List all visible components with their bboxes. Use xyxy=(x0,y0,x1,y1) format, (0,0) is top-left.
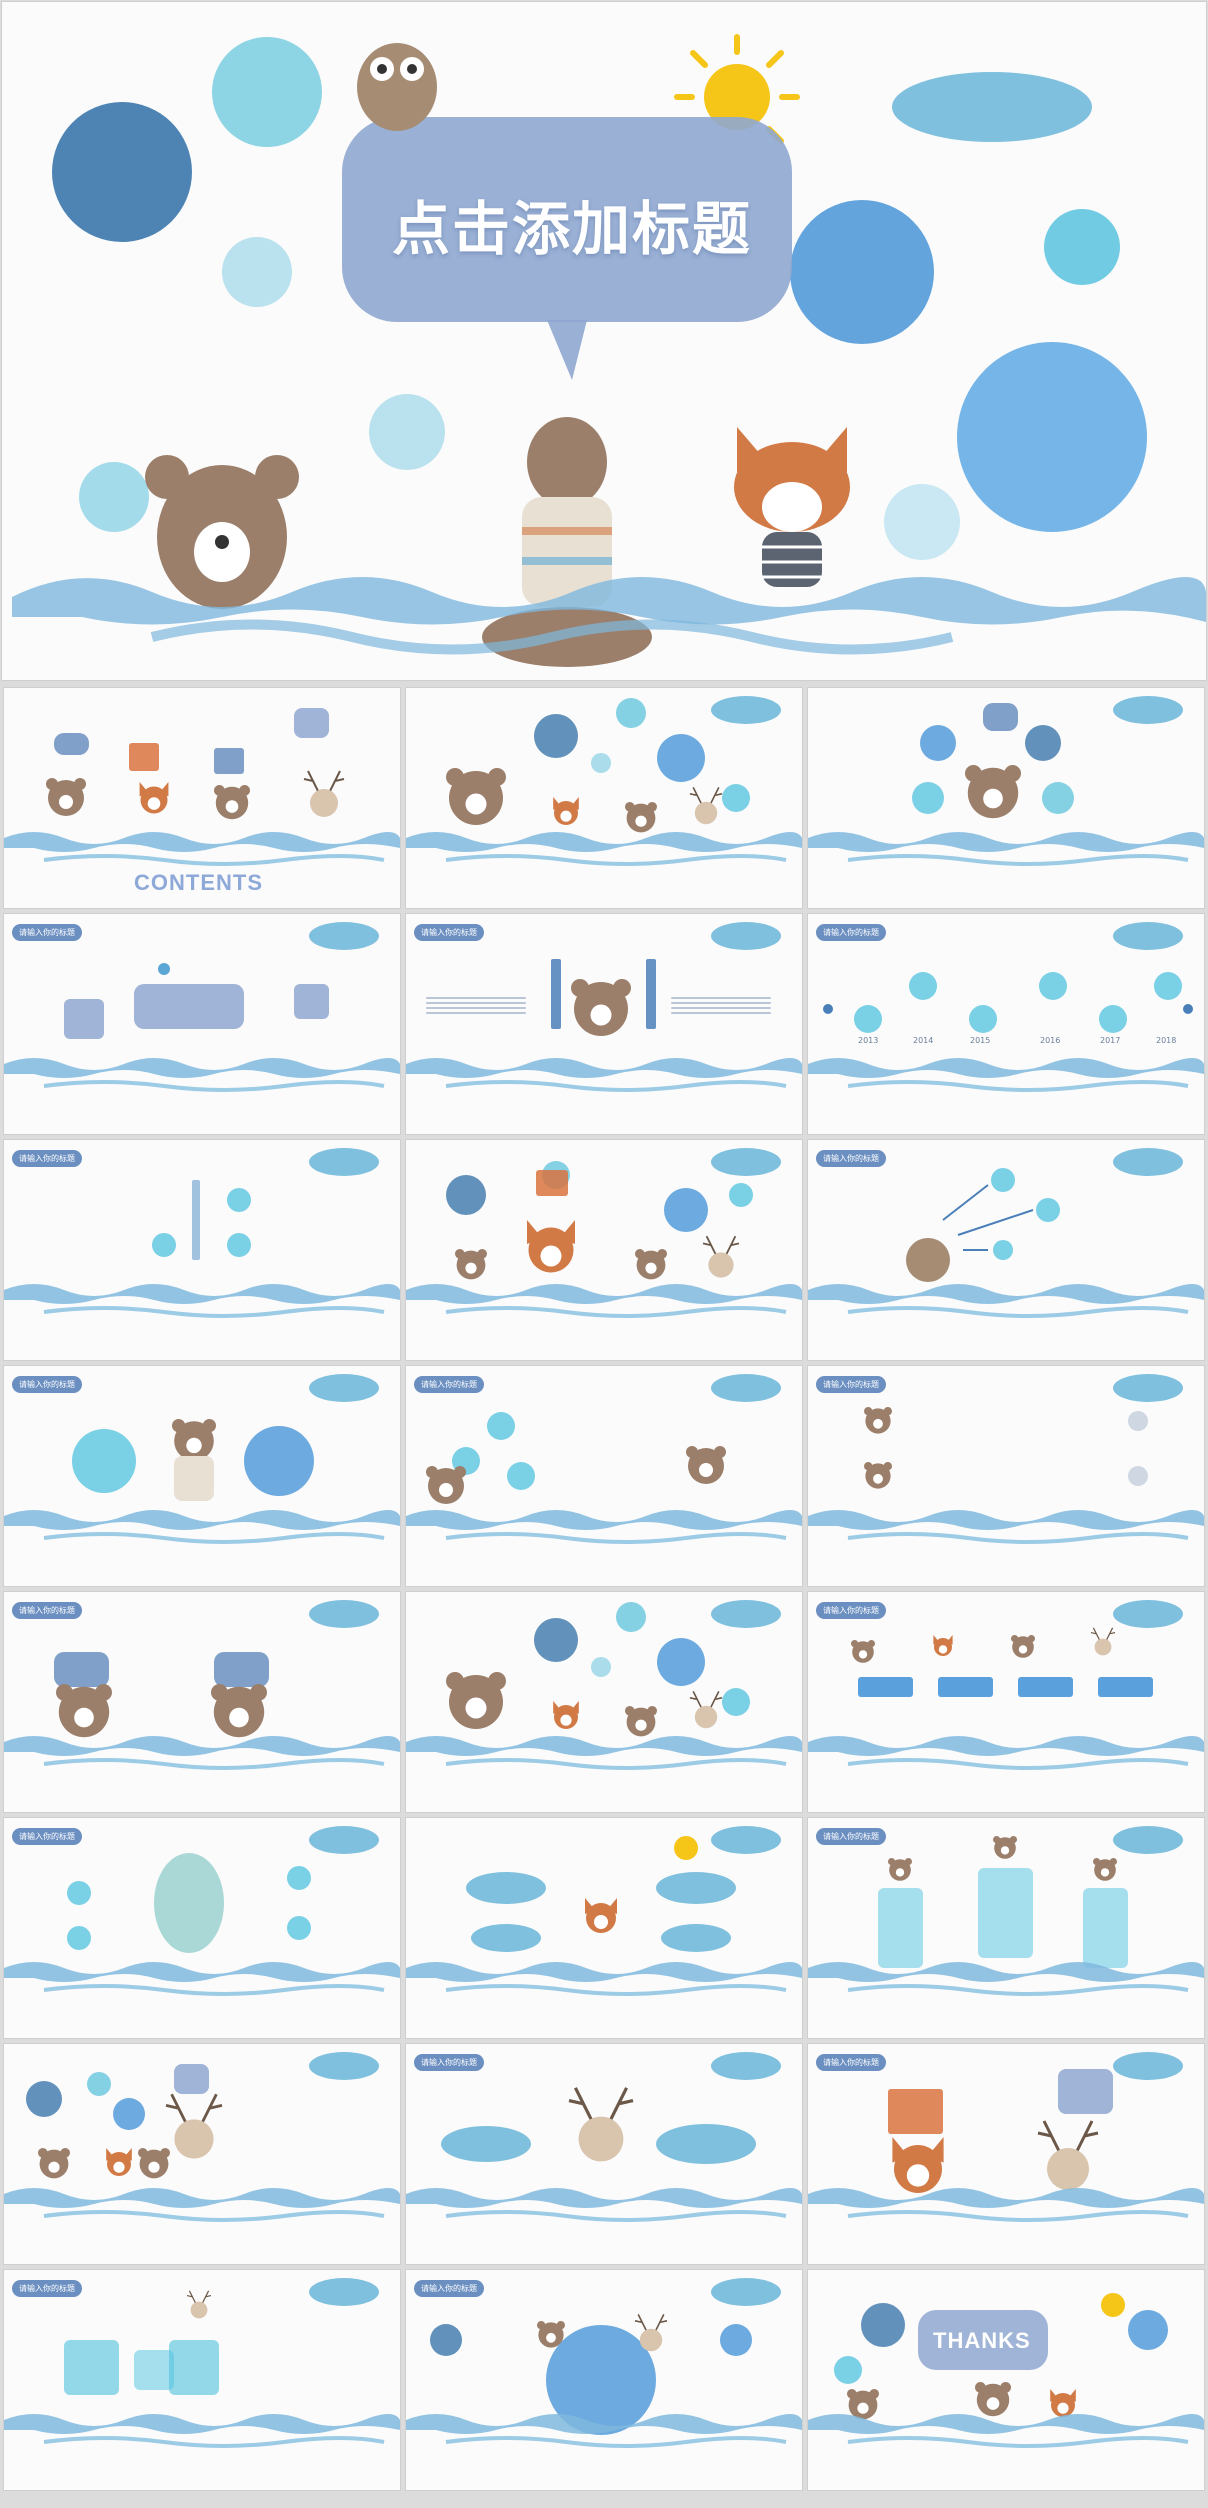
slide-artwork xyxy=(406,922,802,1092)
slide-thumbnail[interactable]: 请输入你的标题 xyxy=(808,1592,1204,1812)
slide-thumbnail[interactable]: 请输入你的标题 2013 2014 2015 2016 2017 2018 xyxy=(808,914,1204,1134)
slide-thumbnail[interactable]: 请输入你的标题 xyxy=(4,1366,400,1586)
slide-artwork xyxy=(4,922,400,1092)
slide-artwork xyxy=(808,696,1204,866)
slide-artwork xyxy=(4,1826,400,1996)
slide-artwork xyxy=(4,1148,400,1318)
slide-thumbnail[interactable]: 请输入你的标题 xyxy=(808,2044,1204,2264)
slide-section-tag: 请输入你的标题 xyxy=(816,2054,886,2071)
slide-thumbnail[interactable]: 请输入你的标题 xyxy=(406,914,802,1134)
slide-artwork xyxy=(808,922,1204,1092)
hero-title[interactable]: 点击添加标题 xyxy=(391,195,752,263)
slide-artwork xyxy=(406,696,802,866)
slide-section-tag: 请输入你的标题 xyxy=(12,1376,82,1393)
slide-artwork xyxy=(808,1600,1204,1770)
slide-thumbnail[interactable]: 请输入你的标题 xyxy=(808,1818,1204,2038)
slide-artwork xyxy=(4,708,400,866)
slide-thumbnail[interactable] xyxy=(4,2044,400,2264)
slide-thumbnail[interactable]: 请输入你的标题 xyxy=(808,1140,1204,1360)
slide-artwork xyxy=(808,1148,1204,1318)
slide-artwork xyxy=(808,1374,1204,1544)
slide-section-tag: 请输入你的标题 xyxy=(816,1602,886,1619)
slide-artwork xyxy=(808,2052,1204,2222)
slide-thumbnail[interactable]: CONTENTS xyxy=(4,688,400,908)
body-text-lines xyxy=(671,994,771,1017)
timeline-year: 2013 xyxy=(858,1036,879,1045)
slide-section-tag: 请输入你的标题 xyxy=(12,1828,82,1845)
slide-thumbnail[interactable]: 请输入你的标题 xyxy=(4,2270,400,2490)
slide-artwork xyxy=(406,2052,802,2222)
slide-thumbnail[interactable] xyxy=(406,1592,802,1812)
slide-thumbnail[interactable] xyxy=(406,688,802,908)
slide-section-tag: 请输入你的标题 xyxy=(414,2054,484,2071)
timeline-year: 2016 xyxy=(1040,1036,1061,1045)
slide-thumbnail[interactable]: 请输入你的标题 xyxy=(406,2044,802,2264)
slide-section-tag: 请输入你的标题 xyxy=(12,1602,82,1619)
slide-section-tag: 请输入你的标题 xyxy=(816,1376,886,1393)
slide-artwork xyxy=(406,1600,802,1770)
slide-thumbnail[interactable]: 请输入你的标题 xyxy=(406,2270,802,2490)
body-text-lines xyxy=(426,994,526,1017)
hero-slide[interactable]: 点击添加标题 xyxy=(2,2,1206,680)
slide-section-tag: 请输入你的标题 xyxy=(816,924,886,941)
slide-section-tag: 请输入你的标题 xyxy=(12,924,82,941)
slide-artwork xyxy=(4,1600,400,1770)
slide-thumbnail[interactable] xyxy=(406,1818,802,2038)
slide-section-tag: 请输入你的标题 xyxy=(414,1376,484,1393)
timeline-year: 2017 xyxy=(1100,1036,1121,1045)
slide-artwork xyxy=(406,2278,802,2448)
slide-artwork xyxy=(406,1826,802,1996)
slide-section-tag: 请输入你的标题 xyxy=(414,2280,484,2297)
slide-thumbnail[interactable]: 请输入你的标题 xyxy=(4,1818,400,2038)
slide-thumbnail[interactable]: THANKS xyxy=(808,2270,1204,2490)
slide-thumbnail[interactable]: 请输入你的标题 xyxy=(4,914,400,1134)
slide-section-tag: 请输入你的标题 xyxy=(816,1828,886,1845)
slide-thumbnail[interactable] xyxy=(406,1140,802,1360)
slide-artwork xyxy=(406,1374,802,1544)
slide-artwork xyxy=(4,2278,400,2448)
slide-artwork xyxy=(808,1826,1204,1996)
slide-artwork xyxy=(4,1374,400,1544)
slide-artwork xyxy=(808,2293,1204,2448)
timeline-year: 2014 xyxy=(913,1036,934,1045)
slide-section-tag: 请输入你的标题 xyxy=(12,1150,82,1167)
slide-section-tag: 请输入你的标题 xyxy=(414,924,484,941)
slide-section-tag: 请输入你的标题 xyxy=(816,1150,886,1167)
slide-thumbnail[interactable]: 请输入你的标题 xyxy=(4,1140,400,1360)
slide-thumbnail[interactable]: 请输入你的标题 xyxy=(406,1366,802,1586)
slide-artwork xyxy=(4,2052,400,2222)
slide-thumbnail[interactable] xyxy=(808,688,1204,908)
hero-artwork xyxy=(12,34,1206,667)
slide-thumbnail[interactable]: 请输入你的标题 xyxy=(4,1592,400,1812)
slide-section-tag: 请输入你的标题 xyxy=(12,2280,82,2297)
thanks-label: THANKS xyxy=(933,2328,1031,2353)
slide-thumbnail[interactable]: 请输入你的标题 xyxy=(808,1366,1204,1586)
timeline-year: 2015 xyxy=(970,1036,991,1045)
contents-label: CONTENTS xyxy=(134,870,263,895)
slide-artwork xyxy=(406,1148,802,1318)
timeline-year: 2018 xyxy=(1156,1036,1177,1045)
